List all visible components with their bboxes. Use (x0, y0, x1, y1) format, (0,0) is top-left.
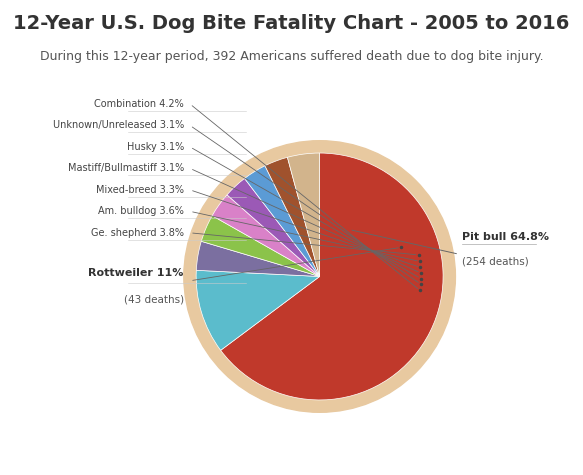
Text: Husky 3.1%: Husky 3.1% (127, 142, 184, 152)
Text: Combination 4.2%: Combination 4.2% (94, 99, 184, 109)
Text: (43 deaths): (43 deaths) (124, 294, 184, 304)
Wedge shape (212, 195, 319, 276)
Wedge shape (220, 153, 443, 400)
Text: Pit bull 64.8%: Pit bull 64.8% (462, 232, 549, 242)
Text: During this 12-year period, 392 Americans suffered death due to dog bite injury.: During this 12-year period, 392 American… (40, 50, 543, 63)
Wedge shape (227, 179, 319, 276)
Wedge shape (244, 166, 319, 276)
Wedge shape (196, 241, 319, 276)
Wedge shape (201, 216, 319, 276)
Text: Mixed-breed 3.3%: Mixed-breed 3.3% (96, 185, 184, 195)
Text: Unknown/Unreleased 3.1%: Unknown/Unreleased 3.1% (52, 121, 184, 131)
Wedge shape (287, 153, 319, 276)
Text: Rottweiler 11%: Rottweiler 11% (89, 268, 184, 278)
Text: Mastiff/Bullmastiff 3.1%: Mastiff/Bullmastiff 3.1% (68, 163, 184, 173)
Wedge shape (265, 157, 319, 276)
Text: Ge. shepherd 3.8%: Ge. shepherd 3.8% (91, 228, 184, 238)
Text: 12-Year U.S. Dog Bite Fatality Chart - 2005 to 2016: 12-Year U.S. Dog Bite Fatality Chart - 2… (13, 14, 570, 33)
Wedge shape (196, 270, 319, 350)
Text: Am. bulldog 3.6%: Am. bulldog 3.6% (98, 206, 184, 216)
Circle shape (184, 141, 455, 412)
Text: (254 deaths): (254 deaths) (462, 257, 528, 267)
